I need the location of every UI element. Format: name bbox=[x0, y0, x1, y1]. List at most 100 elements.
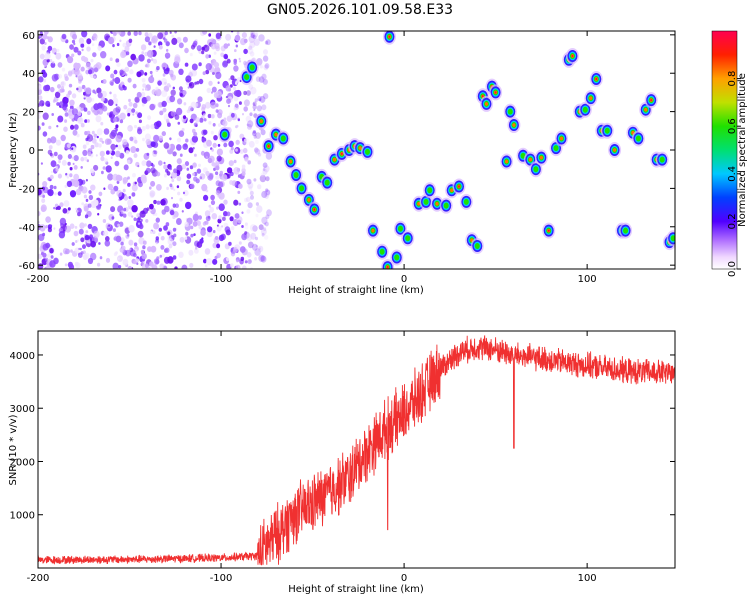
noise-dot bbox=[261, 73, 267, 80]
noise-dot bbox=[154, 212, 158, 216]
signal-blob bbox=[218, 126, 232, 143]
noise-dot bbox=[221, 174, 228, 181]
noise-dot bbox=[138, 223, 144, 230]
noise-dot bbox=[71, 156, 75, 160]
noise-dot bbox=[238, 241, 242, 245]
noise-dot bbox=[205, 69, 210, 75]
noise-dot bbox=[212, 258, 218, 265]
noise-dot bbox=[185, 231, 189, 236]
noise-dot bbox=[123, 195, 129, 201]
noise-dot bbox=[153, 199, 157, 205]
noise-dot bbox=[100, 96, 105, 102]
noise-dot bbox=[252, 225, 258, 232]
noise-dot bbox=[202, 71, 206, 76]
blob-peak bbox=[571, 54, 574, 58]
noise-dot bbox=[252, 104, 257, 110]
noise-dot bbox=[142, 245, 146, 250]
noise-dot bbox=[123, 164, 129, 171]
top-y-axis-label: Frequency (Hz) bbox=[8, 112, 19, 188]
noise-dot bbox=[60, 134, 66, 142]
noise-dot bbox=[157, 232, 161, 236]
blob-core bbox=[512, 123, 516, 127]
noise-dot bbox=[41, 122, 45, 126]
noise-dot bbox=[247, 124, 252, 130]
blob-inner bbox=[659, 156, 665, 163]
noise-dot bbox=[241, 171, 246, 176]
noise-dot bbox=[215, 32, 222, 39]
noise-dot bbox=[150, 141, 156, 148]
noise-dot bbox=[195, 246, 198, 250]
signal-blob bbox=[276, 130, 290, 147]
noise-dot bbox=[234, 49, 237, 53]
noise-dot bbox=[244, 224, 249, 230]
noise-dot bbox=[187, 86, 190, 89]
blob-inner bbox=[299, 185, 305, 192]
noise-dot bbox=[54, 91, 61, 99]
noise-dot bbox=[181, 264, 188, 269]
noise-dot bbox=[210, 38, 215, 43]
bottom-x-tick-label: 100 bbox=[578, 573, 597, 584]
signal-blob bbox=[328, 151, 342, 168]
noise-dot bbox=[80, 123, 85, 128]
noise-dot bbox=[192, 221, 198, 227]
noise-dot bbox=[189, 52, 193, 57]
noise-dot bbox=[65, 97, 69, 102]
noise-dot bbox=[47, 189, 54, 197]
noise-dot bbox=[247, 241, 254, 249]
colorbar-tick-label: 0.8 bbox=[727, 71, 738, 87]
noise-dot bbox=[203, 151, 210, 159]
noise-dot bbox=[136, 71, 142, 78]
noise-dot bbox=[171, 37, 178, 46]
noise-dot bbox=[49, 224, 53, 228]
bottom-y-tick-label: 1000 bbox=[10, 511, 35, 522]
noise-dot bbox=[188, 249, 194, 256]
noise-dot bbox=[185, 138, 189, 143]
noise-dot bbox=[110, 143, 116, 151]
noise-dot bbox=[205, 54, 210, 59]
noise-dot bbox=[259, 174, 267, 183]
noise-dot bbox=[253, 147, 259, 153]
noise-dot bbox=[193, 176, 198, 182]
noise-dot bbox=[52, 99, 56, 103]
noise-dot bbox=[169, 183, 173, 188]
noise-dot bbox=[250, 32, 256, 39]
noise-dot bbox=[127, 77, 132, 83]
noise-dot bbox=[244, 260, 248, 264]
noise-dot bbox=[137, 230, 144, 238]
noise-dot bbox=[192, 213, 199, 222]
noise-dot bbox=[69, 44, 75, 50]
noise-dot bbox=[166, 171, 171, 176]
noise-dot bbox=[202, 31, 208, 35]
blob-core bbox=[358, 146, 362, 150]
noise-dot bbox=[83, 223, 87, 227]
noise-dot bbox=[223, 43, 229, 49]
signal-blob bbox=[507, 117, 521, 134]
signal-blob bbox=[375, 243, 389, 260]
noise-dot bbox=[150, 180, 156, 187]
noise-dot bbox=[201, 50, 205, 55]
noise-dot bbox=[84, 131, 88, 136]
noise-dot bbox=[177, 121, 181, 125]
noise-dot bbox=[223, 117, 227, 121]
colorbar-tick-label: 0.6 bbox=[727, 118, 738, 134]
noise-dot bbox=[49, 152, 53, 157]
noise-dot bbox=[252, 131, 257, 137]
noise-dot bbox=[140, 44, 147, 51]
blob-peak bbox=[386, 265, 389, 269]
bottom-y-tick-label: 2000 bbox=[10, 457, 35, 468]
noise-dot bbox=[113, 93, 117, 99]
noise-dot bbox=[190, 233, 194, 238]
noise-dot bbox=[57, 115, 64, 123]
noise-dot bbox=[63, 200, 70, 207]
noise-dot bbox=[133, 153, 138, 158]
noise-dot bbox=[230, 112, 235, 118]
noise-dot bbox=[150, 230, 153, 234]
noise-dot bbox=[252, 102, 256, 106]
signal-blob bbox=[245, 59, 259, 76]
noise-dot bbox=[243, 48, 248, 55]
noise-dot bbox=[122, 42, 127, 48]
noise-dot bbox=[99, 150, 105, 157]
signal-blob bbox=[401, 230, 415, 247]
noise-dot bbox=[241, 233, 248, 241]
noise-dot bbox=[47, 45, 53, 52]
